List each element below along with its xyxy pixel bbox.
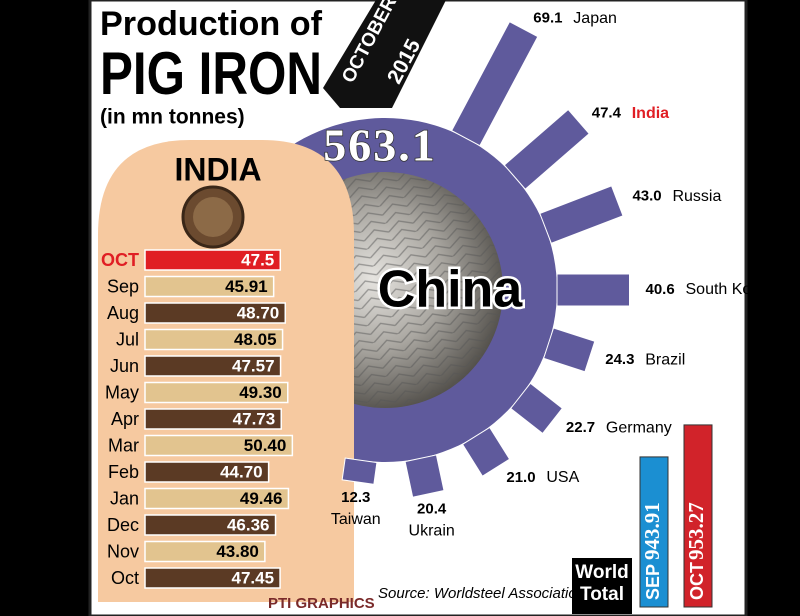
month-value: 49.46 xyxy=(240,489,283,508)
month-bar xyxy=(144,355,282,377)
value-label: 40.6 xyxy=(646,281,675,298)
month-label: Jan xyxy=(110,488,139,508)
radial-bar xyxy=(503,108,590,190)
country-label: USA xyxy=(546,469,579,486)
value-label: 12.3 xyxy=(341,489,370,506)
value-label: 20.4 xyxy=(417,500,447,517)
value-label: 22.7 xyxy=(566,419,595,436)
month-value: 47.73 xyxy=(233,409,276,428)
country-label: India xyxy=(632,105,669,122)
month-label: Mar xyxy=(108,435,139,455)
country-label: Brazil xyxy=(645,351,685,368)
month-value: 43.80 xyxy=(216,542,259,561)
month-bar xyxy=(144,249,282,271)
radial-bar xyxy=(509,382,564,435)
month-value: 47.5 xyxy=(241,250,274,269)
month-bar xyxy=(144,275,275,298)
value-label: 43.0 xyxy=(632,188,661,205)
month-label: OCT xyxy=(101,250,139,270)
total-bar xyxy=(639,456,669,608)
total-category: OCT xyxy=(687,562,707,600)
world-total-holder: World Total xyxy=(575,562,629,605)
month-value: 48.70 xyxy=(237,303,280,322)
month-bar xyxy=(144,540,266,563)
country-label: Germany xyxy=(606,419,672,436)
country-label: Ukrain xyxy=(409,523,455,540)
month-value: 47.45 xyxy=(232,568,275,587)
title: Production of xyxy=(100,5,323,43)
radial-bar xyxy=(543,327,596,373)
total-value: 943.91 xyxy=(640,502,664,560)
month-label: Jul xyxy=(116,329,139,349)
month-bar xyxy=(144,434,294,457)
month-value: 49.30 xyxy=(239,383,282,402)
radial-bar xyxy=(341,457,378,485)
month-value: 50.40 xyxy=(244,436,287,455)
emblem-inner xyxy=(193,197,233,237)
radial-bar xyxy=(461,426,511,477)
total-category: SEP xyxy=(643,564,663,600)
month-value: 44.70 xyxy=(220,462,263,481)
month-bar xyxy=(144,567,281,589)
month-label: Apr xyxy=(111,409,139,429)
month-label: Feb xyxy=(108,462,139,482)
month-label: Sep xyxy=(107,276,139,296)
country-label: Japan xyxy=(573,10,617,27)
radial-bar xyxy=(539,185,624,244)
world-total-title: World Total xyxy=(575,562,629,605)
frame xyxy=(88,0,748,616)
period-banner xyxy=(323,0,446,108)
value-label: 69.1 xyxy=(533,10,562,27)
month-bar xyxy=(144,381,289,404)
month-label: May xyxy=(105,382,139,402)
month-value: 47.57 xyxy=(232,356,275,375)
country-label: Taiwan xyxy=(331,511,381,528)
value-label: 24.3 xyxy=(605,351,634,368)
value-label: 21.0 xyxy=(506,469,535,486)
month-bar xyxy=(144,328,284,351)
source: Source: Worldsteel Association xyxy=(378,585,585,602)
month-bar xyxy=(144,487,290,510)
month-value: 46.36 xyxy=(227,515,270,534)
radial-bar xyxy=(556,273,630,307)
total-value: 953.27 xyxy=(684,502,708,560)
title-emphasis: PIG IRON xyxy=(100,40,322,107)
month-value: 45.91 xyxy=(225,277,268,296)
month-bar xyxy=(144,408,282,430)
value-label: 47.4 xyxy=(592,105,622,122)
month-bar xyxy=(144,302,287,324)
month-bar xyxy=(144,514,277,536)
world-total-box xyxy=(572,558,632,614)
country-label: Russia xyxy=(672,188,721,205)
month-label: Aug xyxy=(107,303,139,323)
month-label: Oct xyxy=(111,568,139,588)
center-value: 563.1 xyxy=(323,120,437,171)
radial-bar xyxy=(450,20,539,147)
month-bar xyxy=(144,461,270,483)
radial-bar xyxy=(404,454,445,498)
india-title: INDIA xyxy=(174,151,261,187)
country-label: South Korea xyxy=(686,281,775,298)
credit: PTI GRAPHICS xyxy=(268,595,375,612)
month-label: Jun xyxy=(110,356,139,376)
center-label: China xyxy=(378,261,524,319)
month-value: 48.05 xyxy=(234,330,277,349)
month-label: Nov xyxy=(107,541,139,561)
total-bar xyxy=(683,424,713,608)
subtitle: (in mn tonnes) xyxy=(100,106,245,129)
month-label: Dec xyxy=(107,515,139,535)
